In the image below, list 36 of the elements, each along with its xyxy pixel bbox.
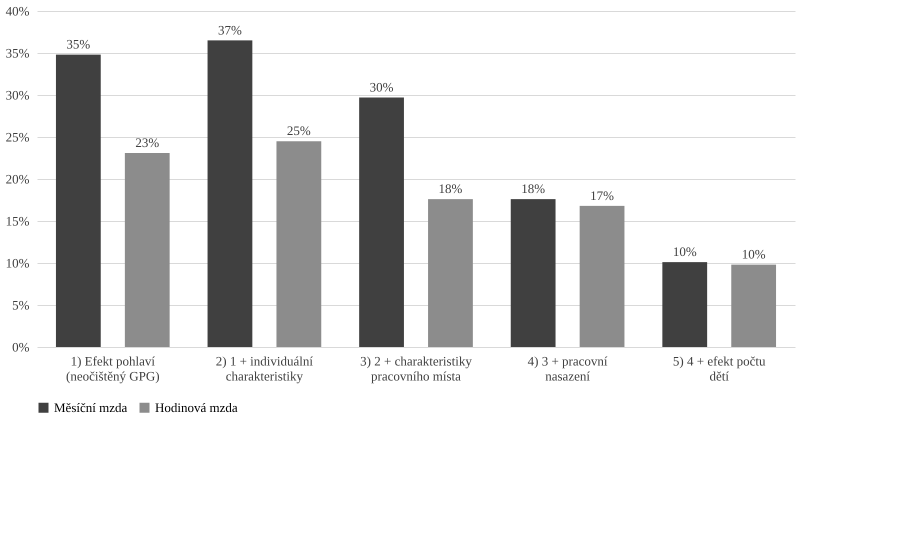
- x-tick-label: 2) 1 + individuální charakteristiky: [216, 354, 314, 384]
- y-tick-label: 15%: [6, 214, 30, 228]
- bar: [662, 262, 708, 347]
- y-tick-label: 40%: [6, 4, 30, 18]
- bar: [731, 264, 776, 347]
- bar: [580, 206, 624, 347]
- bar: [359, 98, 404, 347]
- data-label: 30%: [370, 80, 394, 95]
- y-tick-label: 25%: [6, 130, 30, 144]
- data-label: 10%: [742, 246, 766, 262]
- bar: [428, 199, 473, 347]
- bar: [276, 141, 322, 347]
- y-tick-label: 0%: [12, 340, 30, 354]
- bar: [510, 199, 556, 347]
- legend-label: Měsíční mzda: [54, 400, 128, 415]
- data-label: 10%: [672, 244, 697, 260]
- y-tick-label: 20%: [6, 172, 30, 186]
- y-tick-label: 30%: [6, 88, 30, 102]
- x-tick-label: 5) 4 + efekt počtu dětí: [672, 354, 766, 384]
- data-label: 17%: [590, 188, 614, 203]
- bar: [56, 54, 101, 347]
- x-tick-label: 1) Efekt pohlaví (neočištěný GPG): [66, 354, 160, 384]
- y-tick-label: 35%: [6, 46, 30, 60]
- bar: [124, 152, 170, 347]
- data-label: 25%: [286, 123, 311, 138]
- data-label: 18%: [438, 181, 463, 196]
- data-label: 23%: [135, 134, 160, 150]
- data-label: 18%: [521, 181, 546, 196]
- x-tick-label: 4) 3 + pracovní nasazení: [528, 354, 608, 384]
- bar: [208, 40, 252, 347]
- data-label: 37%: [218, 22, 242, 38]
- x-tick-label: 3) 2 + charakteristiky pracovního místa: [360, 354, 472, 384]
- y-tick-label: 5%: [12, 298, 30, 312]
- legend-label: Hodinová mzda: [155, 400, 238, 415]
- y-tick-label: 10%: [6, 256, 30, 270]
- data-label: 35%: [66, 36, 90, 52]
